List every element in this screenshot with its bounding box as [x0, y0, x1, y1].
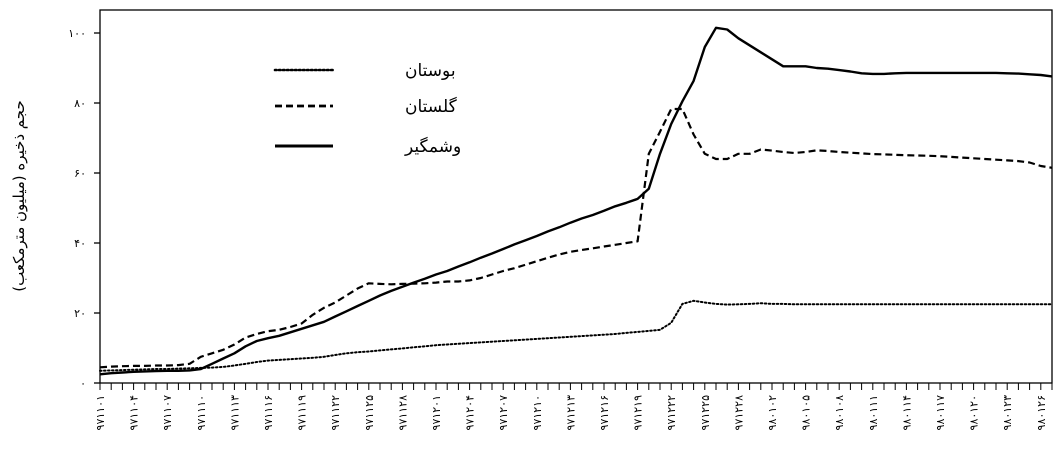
- x-tick-label: ۹۷۱۱۲۲: [329, 395, 342, 431]
- series-line: [99, 26, 1053, 376]
- x-tick-label: ۹۸۰۱۲۶: [1035, 395, 1048, 430]
- x-axis: ۹۷۱۱۰۱ ۹۷۱۱۰۴ ۹۷۱۱۰۷ ۹۷۱۱۱۰ ۹۷۱۱۱۳ ۹۷۱۱۱۶ ۹۷۱۱…: [94, 383, 1053, 431]
- x-tick-label: ۹۷۱۲۲۸: [732, 395, 745, 431]
- y-axis-title: حجم ذخیره (میلیون مترمکعب): [10, 100, 28, 292]
- x-tick-label: ۹۷۱۲۲۵: [699, 395, 712, 431]
- x-tick-label: ۹۸۰۱۱۱: [867, 395, 880, 430]
- series-line: [99, 107, 1053, 369]
- x-tick-label: ۹۷۱۲۰۷: [497, 395, 510, 431]
- y-tick-label: ۱۰۰: [68, 27, 86, 40]
- x-tick-label: ۹۷۱۲۰۴: [464, 395, 477, 431]
- x-tick-label: ۹۷۱۲۱۹: [632, 395, 645, 431]
- x-tick-label: ۹۸۰۱۰۲: [766, 395, 779, 431]
- x-tick-label: ۹۷۱۲۱۶: [598, 395, 611, 430]
- legend-label: گلستان: [405, 96, 458, 117]
- legend-label: وشمگیر: [404, 136, 461, 157]
- y-tick-label: ۸۰: [74, 97, 86, 110]
- x-tick-label: ۹۷۱۱۱۰: [195, 395, 208, 430]
- x-tick-label: ۹۷۱۱۱۶: [262, 395, 275, 430]
- x-tick-label: ۹۷۱۱۰۷: [161, 395, 174, 431]
- y-tick-label: ۰: [80, 377, 86, 390]
- x-tick-label: ۹۷۱۱۰۴: [128, 395, 141, 431]
- x-tick-label: ۹۷۱۲۰۱: [430, 395, 443, 430]
- x-tick-label: ۹۷۱۲۲۲: [665, 395, 678, 431]
- series-lines: [99, 26, 1053, 376]
- y-tick-label: ۴۰: [74, 237, 86, 250]
- x-tick-label: ۹۷۱۱۱۹: [296, 395, 309, 431]
- x-tick-label: ۹۷۱۱۲۵: [363, 395, 376, 431]
- x-tick-label: ۹۷۱۲۱۳: [564, 395, 577, 431]
- x-tick-label: ۹۸۰۱۲۳: [1001, 395, 1014, 431]
- x-tick-label: ۹۷۱۲۱۰: [531, 395, 544, 430]
- y-axis: ۰ ۲۰ ۴۰ ۶۰ ۸۰ ۱۰۰: [68, 27, 100, 390]
- x-tick-label: ۹۷۱۱۱۳: [228, 395, 241, 431]
- x-tick-label: ۹۸۰۱۱۴: [900, 395, 913, 431]
- x-tick-label: ۹۷۱۱۲۸: [396, 395, 409, 431]
- series-line: [99, 299, 1053, 372]
- x-tick-label: ۹۸۰۱۲۰: [968, 395, 981, 430]
- plot-frame: [99, 9, 1053, 384]
- x-tick-label: ۹۷۱۱۰۱: [94, 395, 107, 430]
- x-tick-label: ۹۸۰۱۰۵: [800, 395, 813, 431]
- legend-label: بوستان: [405, 61, 456, 81]
- y-tick-label: ۶۰: [74, 167, 86, 180]
- x-tick-label: ۹۸۰۱۱۷: [934, 395, 947, 431]
- y-tick-label: ۲۰: [74, 307, 86, 320]
- legend: بوستان گلستان وشمگیر: [273, 61, 461, 157]
- x-tick-label: ۹۸۰۱۰۸: [833, 395, 846, 431]
